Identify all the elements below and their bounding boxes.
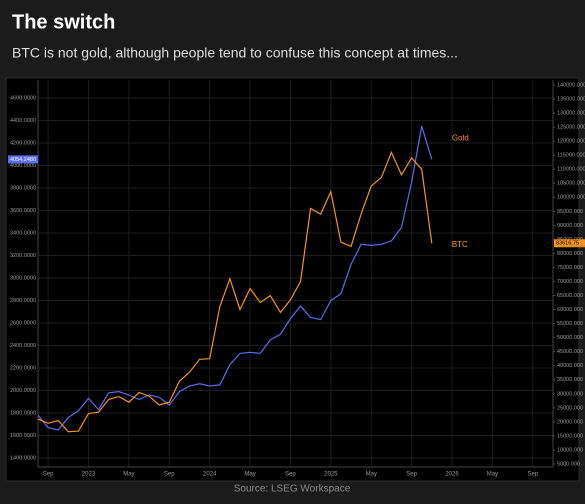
- y2-tick-label: 10000.000: [557, 447, 583, 453]
- series-line: [37, 125, 433, 431]
- chart-subtitle: BTC is not gold, although people tend to…: [12, 45, 458, 61]
- legend-label: BTC: [452, 240, 468, 249]
- x-tick-label: Sep: [164, 472, 175, 478]
- legend-label: Gold: [452, 134, 469, 143]
- y2-tick-label: 50000.000: [557, 335, 583, 341]
- x-tick-label: May: [366, 472, 377, 478]
- source: Source: LSEG Workspace: [234, 484, 351, 495]
- x-tick-label: 2025: [324, 472, 338, 478]
- chart-title: The switch: [12, 11, 115, 33]
- y-tick-label: 4200.0000: [10, 140, 36, 146]
- y-tick-label: 4400.0000: [10, 118, 36, 124]
- value-badge: [8, 155, 38, 164]
- y2-tick-label: 125000.000: [557, 125, 585, 131]
- plot-frame: [5, 77, 580, 482]
- y2-tick-label: 55000.000: [557, 321, 583, 327]
- y2-tick-label: 75000.000: [557, 265, 583, 271]
- y2-tick-label: 115000.000: [557, 153, 585, 159]
- x-tick-label: May: [123, 472, 134, 478]
- y2-tick-label: 135000.000: [557, 96, 585, 102]
- y2-tick-label: 45000.000: [557, 349, 583, 355]
- y2-tick-label: 140000.000: [557, 82, 585, 88]
- y2-tick-label: 95000.000: [557, 209, 583, 215]
- x-tick-label: Sep: [43, 472, 54, 478]
- x-tick-label: 2023: [82, 472, 96, 478]
- y2-tick-label: 40000.000: [557, 363, 583, 369]
- y2-tick-label: 110000.000: [557, 167, 585, 173]
- series-line: [37, 150, 433, 433]
- value-badge: [554, 239, 585, 248]
- y2-tick-label: 60000.000: [557, 307, 583, 313]
- y2-tick-label: 20000.000: [557, 419, 583, 425]
- x-tick-label: Sep: [527, 472, 538, 478]
- y2-tick-label: 35000.000: [557, 377, 583, 383]
- x-tick-label: 2026: [445, 472, 459, 478]
- y-tick-label: 4000.0000: [10, 163, 36, 169]
- y2-tick-label: 70000.000: [557, 279, 583, 285]
- y2-tick-label: 120000.000: [557, 139, 585, 145]
- y-tick-label: 3600.0000: [10, 208, 36, 214]
- y-tick-label: 3800.0000: [10, 185, 36, 191]
- y-tick-label: 1600.0000: [10, 433, 36, 439]
- x-tick-label: May: [244, 472, 255, 478]
- x-tick-label: Sep: [406, 472, 417, 478]
- y2-tick-label: 130000.000: [557, 111, 585, 117]
- y-tick-label: 2000.0000: [10, 388, 36, 394]
- y-tick-label: 2600.0000: [10, 320, 36, 326]
- value-badge-label: 4054.2480: [10, 157, 36, 163]
- y2-tick-label: 80000.000: [557, 251, 583, 257]
- y-tick-label: 1800.0000: [10, 410, 36, 416]
- y-tick-label: 3400.0000: [10, 230, 36, 236]
- y-tick-label: 2200.0000: [10, 365, 36, 371]
- y2-tick-label: 100000.000: [557, 195, 585, 201]
- x-tick-label: Sep: [285, 472, 296, 478]
- x-tick-label: May: [487, 472, 498, 478]
- y2-tick-label: 25000.000: [557, 405, 583, 411]
- y-tick-label: 2800.0000: [10, 298, 36, 304]
- y2-tick-label: 65000.000: [557, 293, 583, 299]
- y2-tick-label: 30000.000: [557, 391, 583, 397]
- x-tick-label: 2024: [203, 472, 217, 478]
- y2-tick-label: 90000.000: [557, 223, 583, 229]
- y2-tick-label: 5000.000: [557, 461, 580, 467]
- y-tick-label: 1400.0000: [10, 455, 36, 461]
- y-tick-label: 3000.0000: [10, 275, 36, 281]
- y2-tick-label: 105000.000: [557, 181, 585, 187]
- value-badge-label: 83616.75: [556, 241, 579, 247]
- y-tick-label: 3200.0000: [10, 253, 36, 259]
- y2-tick-label: 15000.000: [557, 433, 583, 439]
- y-tick-label: 2400.0000: [10, 343, 36, 349]
- y-tick-label: 4600.0000: [10, 95, 36, 101]
